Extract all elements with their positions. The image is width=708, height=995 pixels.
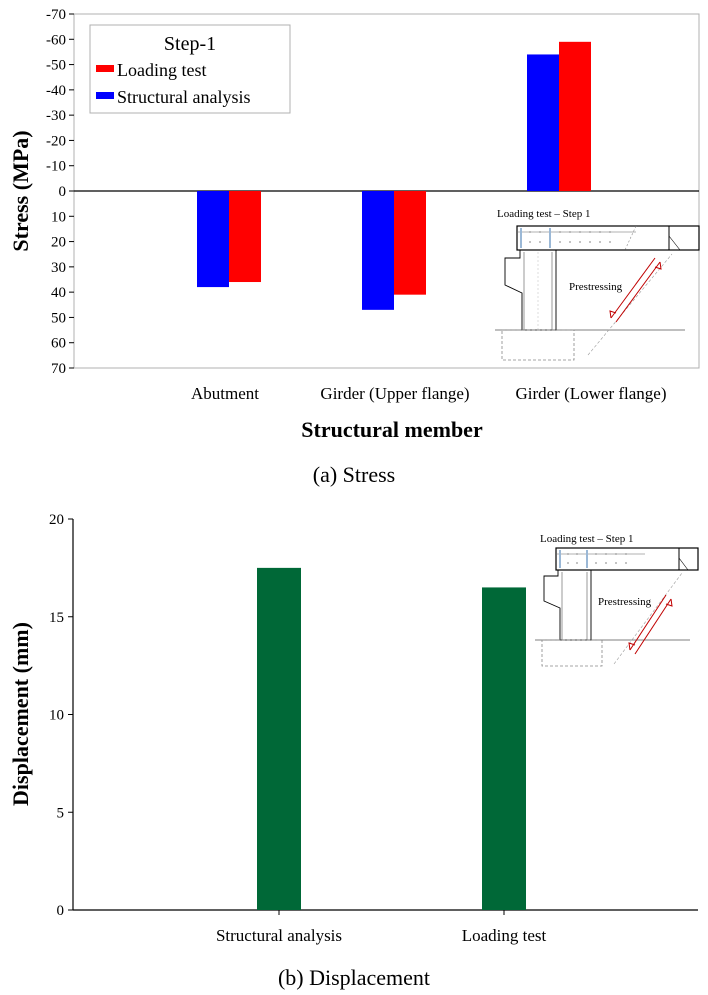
y-tick-label: -10 — [46, 159, 66, 175]
category-label-abutment: Abutment — [191, 384, 259, 403]
y-tick-label: 40 — [51, 285, 66, 301]
y-tick-label: -40 — [46, 83, 66, 99]
y-tick-label: 20 — [49, 512, 64, 528]
y-tick-label: -70 — [46, 7, 66, 23]
inset-label: Prestressing — [569, 281, 623, 293]
inset-title: Loading test – Step 1 — [540, 533, 634, 545]
bar-structural-analysis — [257, 567, 301, 910]
displacement-chart: 0 5 10 15 20 Structural analysis Loading test… — [8, 512, 699, 990]
y-tick-label: 5 — [57, 805, 65, 821]
bar-loading-test-girder-lower-flange — [559, 41, 591, 191]
displacement-y-ticks: 0 5 10 15 20 — [49, 512, 73, 919]
y-tick-label: 10 — [51, 209, 66, 225]
bar-structural-analysis-girder-lower-flange — [527, 54, 559, 192]
y-tick-label: 0 — [59, 184, 67, 200]
stress-legend: Step-1 Loading test Structural analysis — [89, 24, 291, 114]
bar-structural-analysis-girder-upper-flange — [362, 191, 394, 310]
stress-y-ticks: -70 -60 -50 -40 -30 -20 -10 0 10 20 30 40 50 60 70 — [46, 7, 74, 377]
legend-box — [89, 24, 291, 114]
displacement-inset-diagram: Loading test – Step 1 — [535, 533, 699, 667]
displacement-y-axis-title: Displacement (mm) — [8, 622, 33, 806]
y-tick-label: 60 — [51, 336, 66, 352]
bar-loading-test-girder-upper-flange — [394, 191, 426, 295]
legend-title: Step-1 — [164, 33, 216, 55]
legend-swatch-structural-analysis — [96, 92, 114, 99]
y-tick-label: 0 — [57, 903, 65, 919]
displacement-bars — [257, 567, 526, 915]
stress-category-labels: Abutment Girder (Upper flange) Girder (Low… — [191, 384, 667, 403]
category-label-girder-lower-flange: Girder (Lower flange) — [515, 384, 666, 403]
legend-label-structural-analysis: Structural analysis — [117, 87, 250, 107]
stress-chart: -70 -60 -50 -40 -30 -20 -10 0 10 20 30 40 50 60 70 Abu… — [8, 7, 700, 487]
y-tick-label: -20 — [46, 133, 66, 149]
stress-y-axis-title: Stress (MPa) — [8, 130, 33, 251]
bar-structural-analysis-abutment — [197, 191, 229, 288]
inset-title: Loading test – Step 1 — [497, 208, 591, 220]
stress-inset-diagram: Loading test – Step 1 — [495, 208, 700, 361]
category-label-loading-test: Loading test — [462, 926, 547, 945]
y-tick-label: -30 — [46, 108, 66, 124]
y-tick-label: 50 — [51, 310, 66, 326]
stress-bars — [197, 41, 591, 310]
y-tick-label: -60 — [46, 32, 66, 48]
y-tick-label: -50 — [46, 58, 66, 74]
y-tick-label: 70 — [51, 361, 66, 377]
legend-swatch-loading-test — [96, 65, 114, 72]
y-tick-label: 15 — [49, 610, 64, 626]
displacement-category-labels: Structural analysis Loading test — [216, 926, 547, 945]
category-label-structural-analysis: Structural analysis — [216, 926, 342, 945]
y-tick-label: 30 — [51, 260, 66, 276]
category-label-girder-upper-flange: Girder (Upper flange) — [320, 384, 469, 403]
y-tick-label: 10 — [49, 708, 64, 724]
legend-label-loading-test: Loading test — [117, 60, 206, 80]
y-tick-label: 20 — [51, 235, 66, 251]
inset-label: Prestressing — [598, 596, 652, 608]
stress-caption: (a) Stress — [313, 462, 395, 487]
bar-loading-test — [482, 587, 526, 910]
displacement-caption: (b) Displacement — [278, 965, 430, 990]
bar-loading-test-abutment — [229, 191, 261, 283]
stress-x-axis-title: Structural member — [301, 417, 483, 442]
